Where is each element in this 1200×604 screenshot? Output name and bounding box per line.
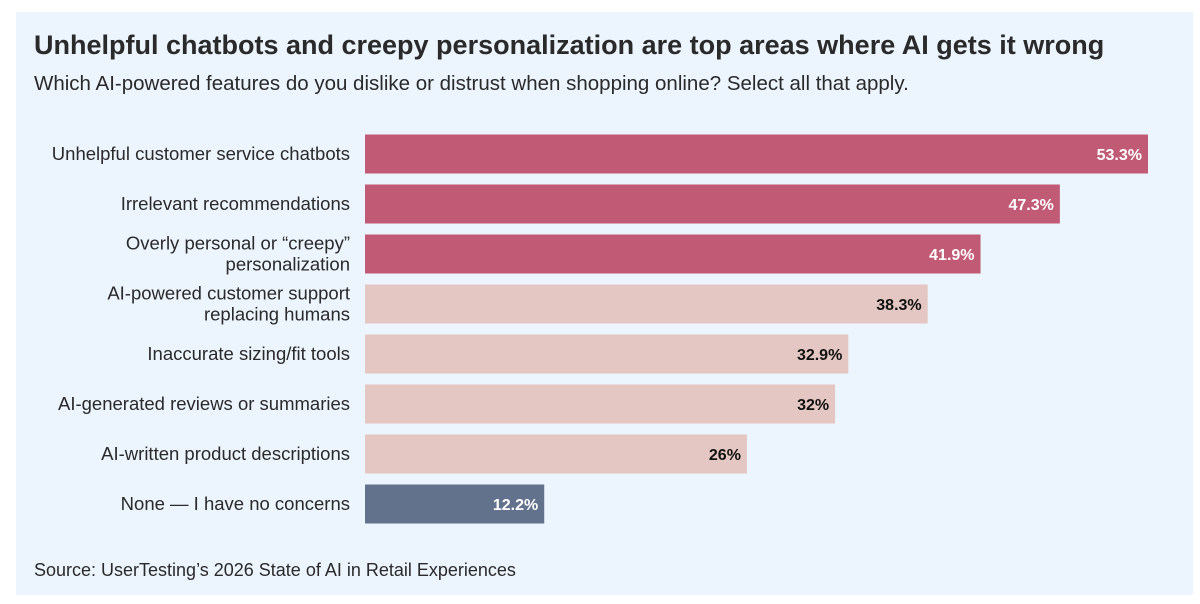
bar-3 <box>365 284 928 324</box>
value-label: 12.2% <box>493 497 538 514</box>
bar-7 <box>365 484 545 524</box>
bar-5 <box>365 384 836 424</box>
category-label: Inaccurate sizing/fit tools <box>147 343 350 364</box>
bar-6 <box>365 434 747 474</box>
category-label: AI-written product descriptions <box>101 443 350 464</box>
value-label: 26% <box>709 447 741 464</box>
bar-1 <box>365 184 1060 224</box>
chart-title: Unhelpful chatbots and creepy personaliz… <box>34 30 1105 60</box>
category-label: Unhelpful customer service chatbots <box>52 143 350 164</box>
value-label: 38.3% <box>876 297 921 314</box>
bar-0 <box>365 134 1148 174</box>
category-label: None — I have no concerns <box>121 493 350 514</box>
chart-source: Source: UserTesting’s 2026 State of AI i… <box>34 560 516 580</box>
chart-subtitle: Which AI-powered features do you dislike… <box>34 72 909 95</box>
value-label: 47.3% <box>1008 197 1053 214</box>
value-label: 41.9% <box>929 247 974 264</box>
category-label: AI-powered customer support replacing hum… <box>107 283 350 325</box>
category-label: Overly personal or “creepy” personalizati… <box>126 233 350 275</box>
value-label: 53.3% <box>1097 147 1142 164</box>
category-label: Irrelevant recommendations <box>121 193 350 214</box>
value-label: 32.9% <box>797 347 842 364</box>
category-label: AI-generated reviews or summaries <box>58 393 350 414</box>
bar-4 <box>365 334 849 374</box>
bar-2 <box>365 234 981 274</box>
value-label: 32% <box>797 397 829 414</box>
